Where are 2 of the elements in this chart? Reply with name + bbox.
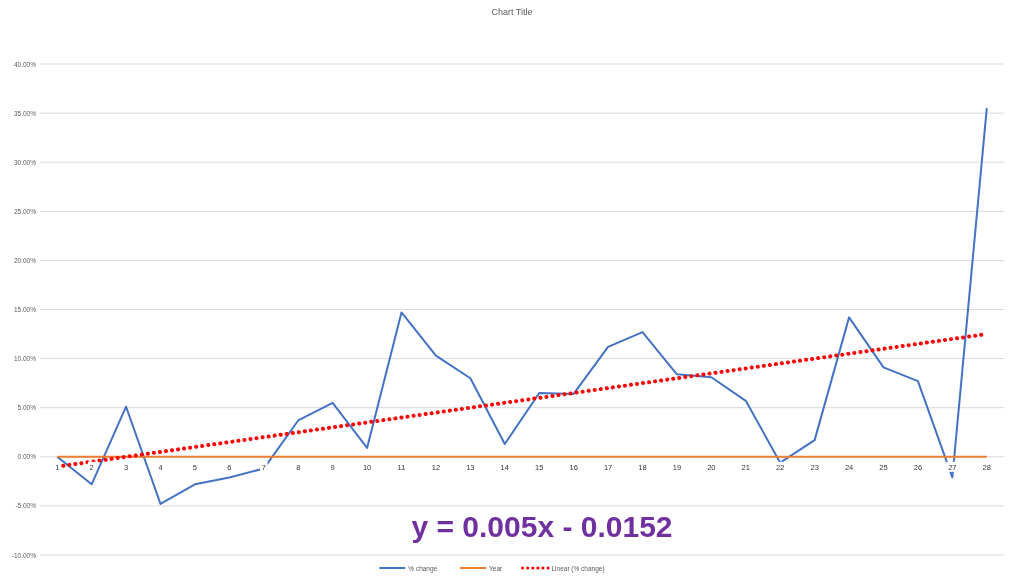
chart-title: Chart Title xyxy=(491,7,533,17)
annotation: y = 0.005x - 0.0152 xyxy=(411,510,673,543)
